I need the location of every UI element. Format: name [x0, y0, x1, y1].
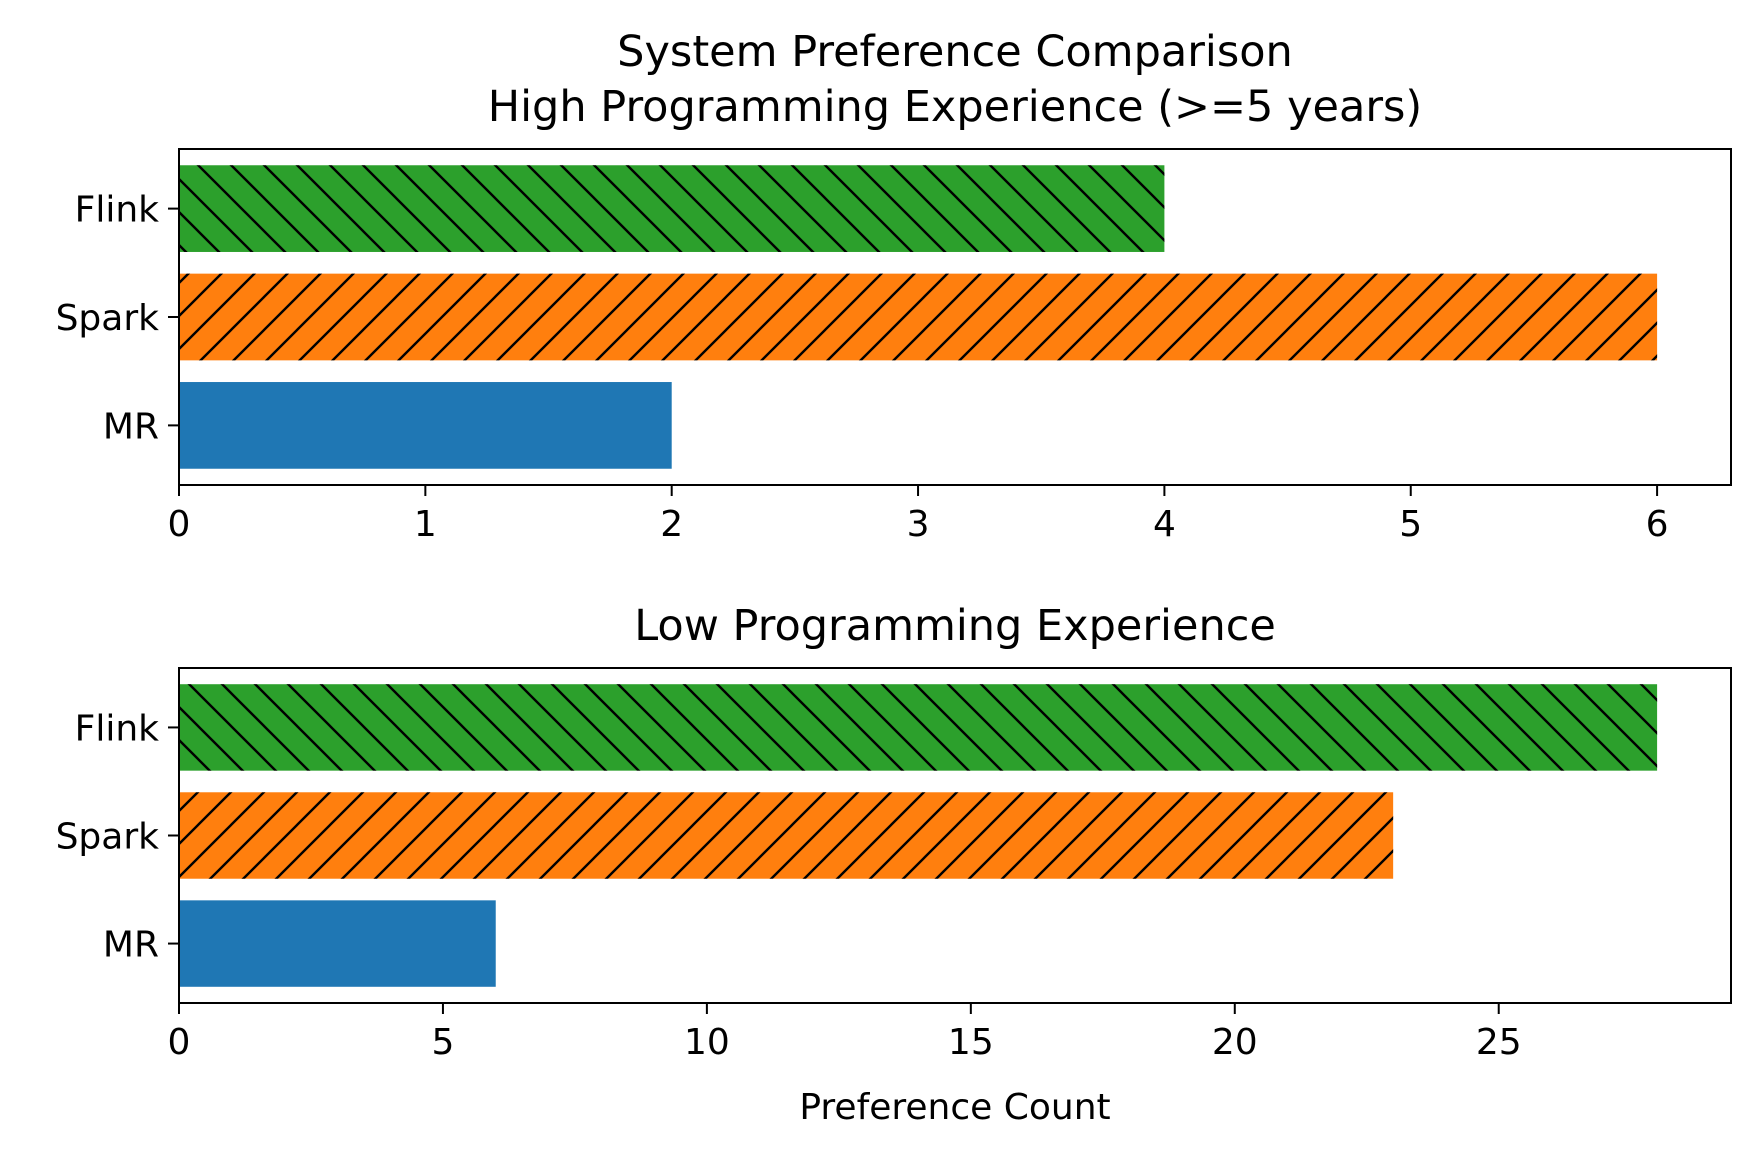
- x-tick-label-4: 4: [1153, 504, 1176, 545]
- chart-title-line-1: System Preference Comparison: [617, 27, 1293, 77]
- x-tick-label-5: 5: [431, 1022, 454, 1063]
- bar-mr: [179, 900, 496, 987]
- x-tick-label-10: 10: [684, 1022, 730, 1063]
- axes-frame: [178, 667, 1732, 1004]
- y-tick-label-spark: Spark: [56, 298, 160, 339]
- x-tick-label-1: 1: [414, 504, 437, 545]
- x-tick-label-25: 25: [1476, 1022, 1522, 1063]
- y-tick-label-mr: MR: [103, 925, 159, 966]
- bar-hatch-flink: [179, 165, 1165, 252]
- x-tick-label-2: 2: [660, 504, 683, 545]
- chart-title-line-1: Low Programming Experience: [634, 601, 1276, 651]
- y-tick-label-mr: MR: [103, 406, 159, 447]
- chart-title-line-2: High Programming Experience (>=5 years): [488, 82, 1422, 132]
- x-tick-label-15: 15: [948, 1022, 994, 1063]
- x-tick-label-0: 0: [168, 1022, 191, 1063]
- x-tick-label-0: 0: [168, 504, 191, 545]
- x-tick-label-5: 5: [1399, 504, 1422, 545]
- y-tick-label-flink: Flink: [75, 708, 160, 749]
- bar-hatch-flink: [179, 684, 1658, 771]
- bar-hatch-spark: [179, 792, 1394, 879]
- x-axis-label: Preference Count: [799, 1087, 1110, 1128]
- x-tick-label-3: 3: [907, 504, 930, 545]
- x-tick-label-20: 20: [1212, 1022, 1258, 1063]
- axes-frame: [178, 148, 1732, 486]
- bar-hatch-spark: [179, 273, 1658, 361]
- y-tick-label-flink: Flink: [75, 190, 160, 231]
- x-tick-label-6: 6: [1646, 504, 1669, 545]
- y-tick-label-spark: Spark: [56, 817, 160, 858]
- chart-panel-low-experience: Low Programming Experience MR Spark Flink 0 5…: [56, 601, 1732, 1128]
- bar-mr: [179, 382, 672, 469]
